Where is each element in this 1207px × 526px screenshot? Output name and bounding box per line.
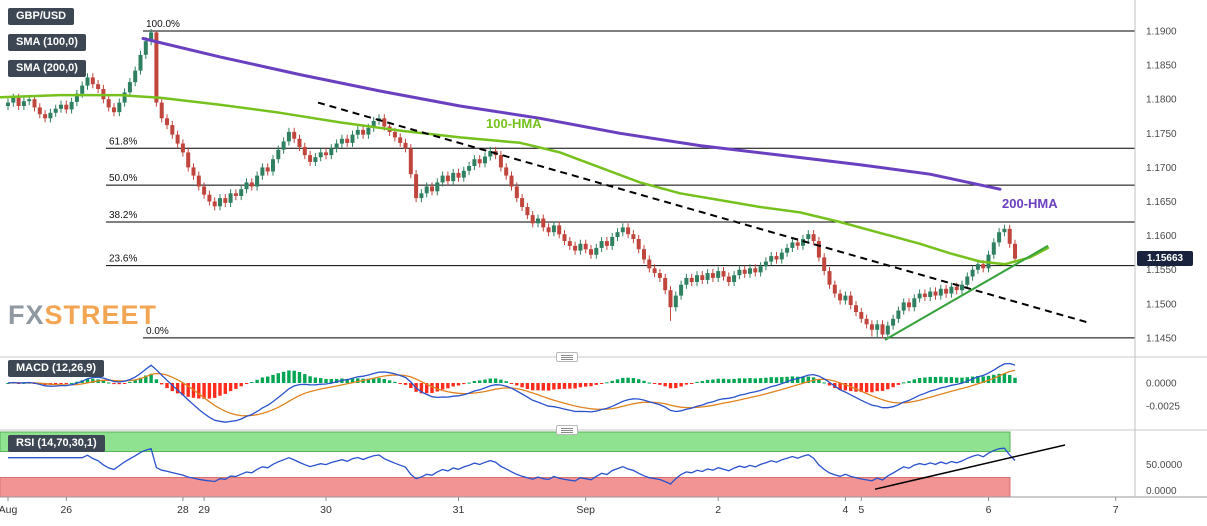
fxstreet-watermark: FXSTREET	[8, 300, 157, 331]
svg-text:1.1650: 1.1650	[1146, 197, 1177, 208]
svg-text:26: 26	[60, 504, 72, 516]
svg-text:50.0000: 50.0000	[1146, 460, 1183, 471]
svg-text:0.0000: 0.0000	[1146, 486, 1177, 497]
svg-text:50.0%: 50.0%	[109, 173, 137, 184]
sma100-badge[interactable]: SMA (100,0)	[8, 34, 86, 51]
svg-text:1.1550: 1.1550	[1146, 265, 1177, 276]
svg-text:100.0%: 100.0%	[146, 19, 180, 30]
svg-text:Aug: Aug	[0, 504, 17, 516]
svg-text:0.0000: 0.0000	[1146, 379, 1177, 390]
svg-text:1.1700: 1.1700	[1146, 163, 1177, 174]
svg-text:23.6%: 23.6%	[109, 254, 137, 265]
watermark-street: STREET	[44, 300, 158, 330]
svg-text:5: 5	[858, 504, 864, 516]
symbol-badge[interactable]: GBP/USD	[8, 8, 75, 25]
svg-text:1.1500: 1.1500	[1146, 299, 1177, 310]
svg-text:Sep: Sep	[576, 504, 595, 516]
grip-icon	[561, 427, 573, 433]
candles-layer	[6, 29, 1017, 339]
rsi-layer	[8, 444, 1066, 490]
svg-text:4: 4	[842, 504, 848, 516]
pane-resize-handle-macd[interactable]	[556, 352, 578, 362]
macd-badge[interactable]: MACD (12,26,9)	[8, 360, 105, 377]
svg-text:38.2%: 38.2%	[109, 210, 137, 221]
svg-text:6: 6	[986, 504, 992, 516]
fib-levels: 100.0% 61.8% 50.0% 38.2% 23.6% 0.0%	[106, 19, 1135, 339]
trendlines	[317, 101, 1088, 341]
pane-resize-handle-rsi[interactable]	[556, 425, 578, 435]
svg-text:29: 29	[198, 504, 210, 516]
svg-text:31: 31	[453, 504, 465, 516]
grip-icon	[561, 354, 573, 360]
svg-text:1.1600: 1.1600	[1146, 231, 1177, 242]
svg-text:-0.0025: -0.0025	[1146, 402, 1180, 413]
watermark-fx: FX	[8, 300, 45, 330]
svg-text:0.0%: 0.0%	[146, 326, 169, 337]
macd-layer	[6, 362, 1017, 423]
hma200-label: 200-HMA	[1002, 196, 1058, 211]
svg-text:30: 30	[320, 504, 332, 516]
moving-averages	[0, 37, 1050, 266]
svg-text:2: 2	[715, 504, 721, 516]
svg-text:1.1450: 1.1450	[1146, 333, 1177, 344]
last-price-badge: 1.15663	[1137, 251, 1193, 266]
svg-text:1.1850: 1.1850	[1146, 61, 1177, 72]
svg-text:1.1900: 1.1900	[1146, 27, 1177, 38]
svg-text:61.8%: 61.8%	[109, 136, 137, 147]
rsi-bands	[0, 431, 1011, 498]
svg-text:1.1800: 1.1800	[1146, 95, 1177, 106]
svg-text:28: 28	[177, 504, 189, 516]
hma100-label: 100-HMA	[486, 116, 542, 131]
rsi-badge[interactable]: RSI (14,70,30,1)	[8, 435, 105, 452]
svg-text:1.1750: 1.1750	[1146, 129, 1177, 140]
sma200-badge[interactable]: SMA (200,0)	[8, 60, 86, 77]
svg-text:7: 7	[1113, 504, 1119, 516]
